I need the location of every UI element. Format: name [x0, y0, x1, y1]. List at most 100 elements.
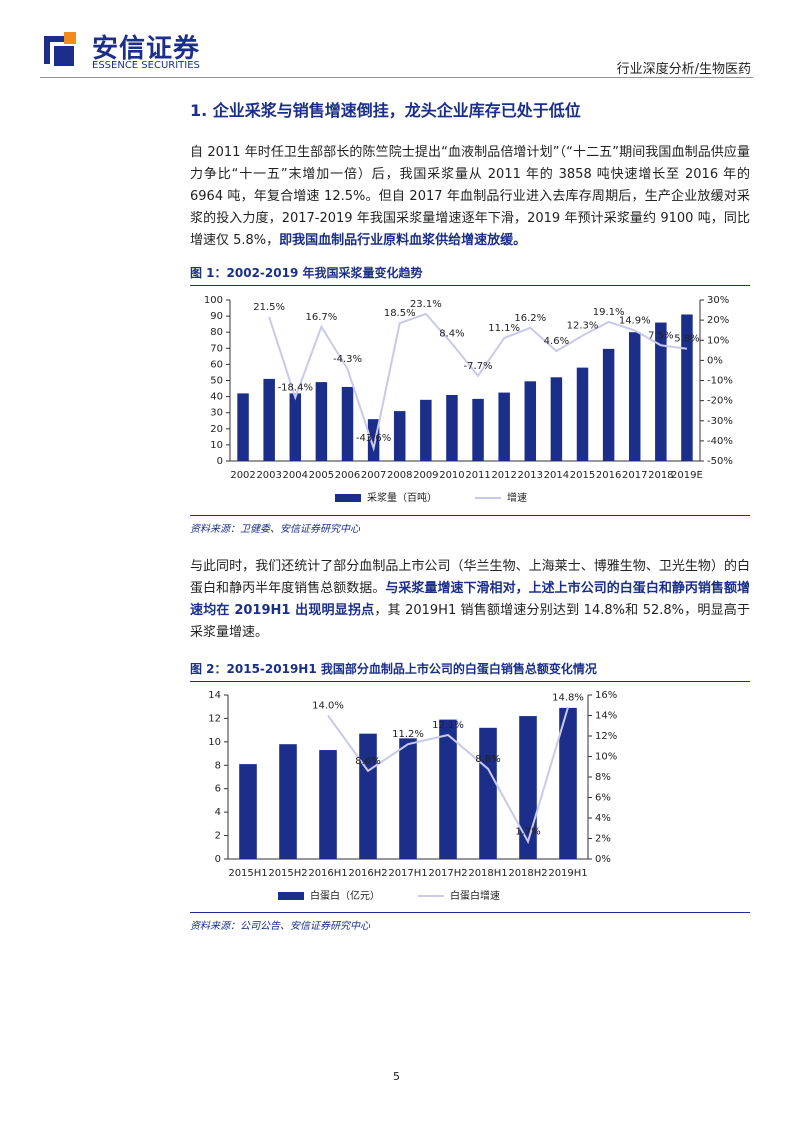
bar [439, 719, 457, 859]
data-label: 12.1% [432, 720, 464, 731]
paragraph: 与此同时，我们还统计了部分血制品上市公司（华兰生物、上海莱士、博雅生物、卫光生物… [190, 556, 750, 644]
legend-swatch [335, 494, 361, 502]
x-tick-label: 2004 [283, 470, 308, 481]
y-tick-label: 30 [210, 408, 223, 419]
y-tick-label: 14 [208, 690, 221, 701]
data-label: 18.5% [384, 308, 416, 319]
x-tick-label: 2017H2 [428, 868, 467, 879]
data-label: 14.0% [312, 701, 344, 712]
figure-source: 资料来源：公司公告、安信证券研究中心 [190, 912, 750, 932]
x-tick-label: 2019E [671, 470, 703, 481]
y2-tick-label: 14% [595, 711, 617, 722]
x-tick-label: 2006 [335, 470, 360, 481]
data-label: 21.5% [253, 302, 285, 313]
bar [472, 398, 484, 461]
figure-caption: 图 1：2002-2019 年我国采浆量变化趋势 [190, 264, 750, 286]
y-tick-label: 50 [210, 376, 223, 387]
x-tick-label: 2009 [413, 470, 438, 481]
x-tick-label: 2015H1 [228, 868, 267, 879]
data-label: -4.3% [333, 354, 362, 365]
section-label: 行业深度分析/生物医药 [616, 62, 751, 77]
x-tick-label: 2016H1 [308, 868, 347, 879]
x-tick-label: 2005 [309, 470, 334, 481]
data-label: 5.8% [674, 334, 699, 345]
data-label: 4.6% [544, 336, 569, 347]
x-tick-label: 2017 [622, 470, 647, 481]
y-tick-label: 70 [210, 343, 223, 354]
y2-tick-label: 4% [595, 813, 611, 824]
y-tick-label: 100 [204, 295, 223, 306]
y2-tick-label: 0% [595, 854, 611, 865]
paragraph: 自 2011 年时任卫生部部长的陈竺院士提出“血液制品倍增计划”（“十二五”期间… [190, 142, 750, 252]
y2-tick-label: 0% [707, 355, 723, 366]
bar [289, 393, 302, 461]
bar [446, 394, 458, 461]
data-label: 23.1% [410, 299, 442, 310]
y2-tick-label: -20% [707, 396, 733, 407]
chart: 0 10 20 30 40 50 60 70 80 90 100 -50% -40% -30% -20% -1… [204, 295, 733, 504]
bar [524, 381, 537, 461]
body-text: 与此同时，我们还统计了部分血制品上市公司（华兰生物、上海莱士、博雅生物、卫光生物… [190, 559, 750, 596]
bar [239, 764, 257, 859]
bar [319, 750, 337, 859]
legend-label: 增速 [507, 491, 527, 504]
data-label: 11.2% [392, 729, 424, 740]
x-tick-label: 2013 [518, 470, 543, 481]
bar [602, 348, 615, 461]
data-label: 7.5% [648, 330, 673, 341]
bar [559, 707, 577, 859]
data-label: 8.6% [355, 756, 380, 767]
x-tick-label: 2017H1 [388, 868, 427, 879]
bar [420, 399, 432, 461]
bar [399, 738, 417, 859]
data-label: 16.2% [514, 313, 546, 324]
y-tick-label: 0 [215, 854, 221, 865]
y2-tick-label: 20% [707, 315, 729, 326]
legend-label: 白蛋白（亿元） [310, 889, 380, 902]
data-label: 12.3% [567, 321, 599, 332]
y-tick-label: 40 [210, 392, 223, 403]
data-label: 8.8% [475, 754, 500, 765]
y2-tick-label: 16% [595, 690, 617, 701]
y2-tick-label: -10% [707, 376, 733, 387]
section-title: 1. 企业采浆与销售增速倒挂，龙头企业库存已处于低位 [190, 101, 581, 120]
body-text: 自 2011 年时任卫生部部长的陈竺院士提出“血液制品倍增计划”（“十二五”期间… [190, 145, 750, 248]
emphasis-text: 即我国血制品行业原料血浆供给增速放缓。 [279, 233, 527, 248]
y-tick-label: 60 [210, 359, 223, 370]
x-tick-label: 2007 [361, 470, 386, 481]
bar [341, 386, 354, 461]
x-tick-label: 2015H2 [268, 868, 307, 879]
bar [655, 322, 667, 461]
y-tick-label: 12 [208, 713, 221, 724]
y-tick-label: 80 [210, 327, 223, 338]
data-label: 19.1% [593, 307, 625, 318]
y2-tick-label: 2% [595, 834, 611, 845]
x-tick-label: 2008 [387, 470, 412, 481]
y-tick-label: 10 [208, 737, 221, 748]
x-tick-label: 2018H2 [508, 868, 547, 879]
bar [367, 419, 380, 461]
line [268, 312, 688, 452]
data-label: -18.4% [278, 382, 313, 393]
bar [263, 378, 275, 461]
bar [393, 411, 406, 461]
figure-caption: 图 2：2015-2019H1 我国部分血制品上市公司的白蛋白销售总额变化情况 [190, 660, 750, 682]
y-tick-label: 6 [215, 784, 221, 795]
y-tick-label: 20 [210, 424, 223, 435]
x-tick-label: 2002 [230, 470, 255, 481]
bar [279, 744, 297, 859]
data-label: 14.8% [552, 692, 584, 703]
y2-tick-label: -40% [707, 436, 733, 447]
y2-tick-label: -50% [707, 456, 733, 467]
y-tick-label: 90 [210, 311, 223, 322]
x-tick-label: 2018 [648, 470, 673, 481]
legend-label: 采浆量（百吨） [367, 491, 437, 504]
data-label: -7.7% [464, 361, 493, 372]
line [327, 707, 569, 845]
data-label: 11.1% [488, 323, 520, 334]
y2-tick-label: -30% [707, 416, 733, 427]
bar [498, 392, 510, 461]
x-tick-label: 2003 [256, 470, 281, 481]
